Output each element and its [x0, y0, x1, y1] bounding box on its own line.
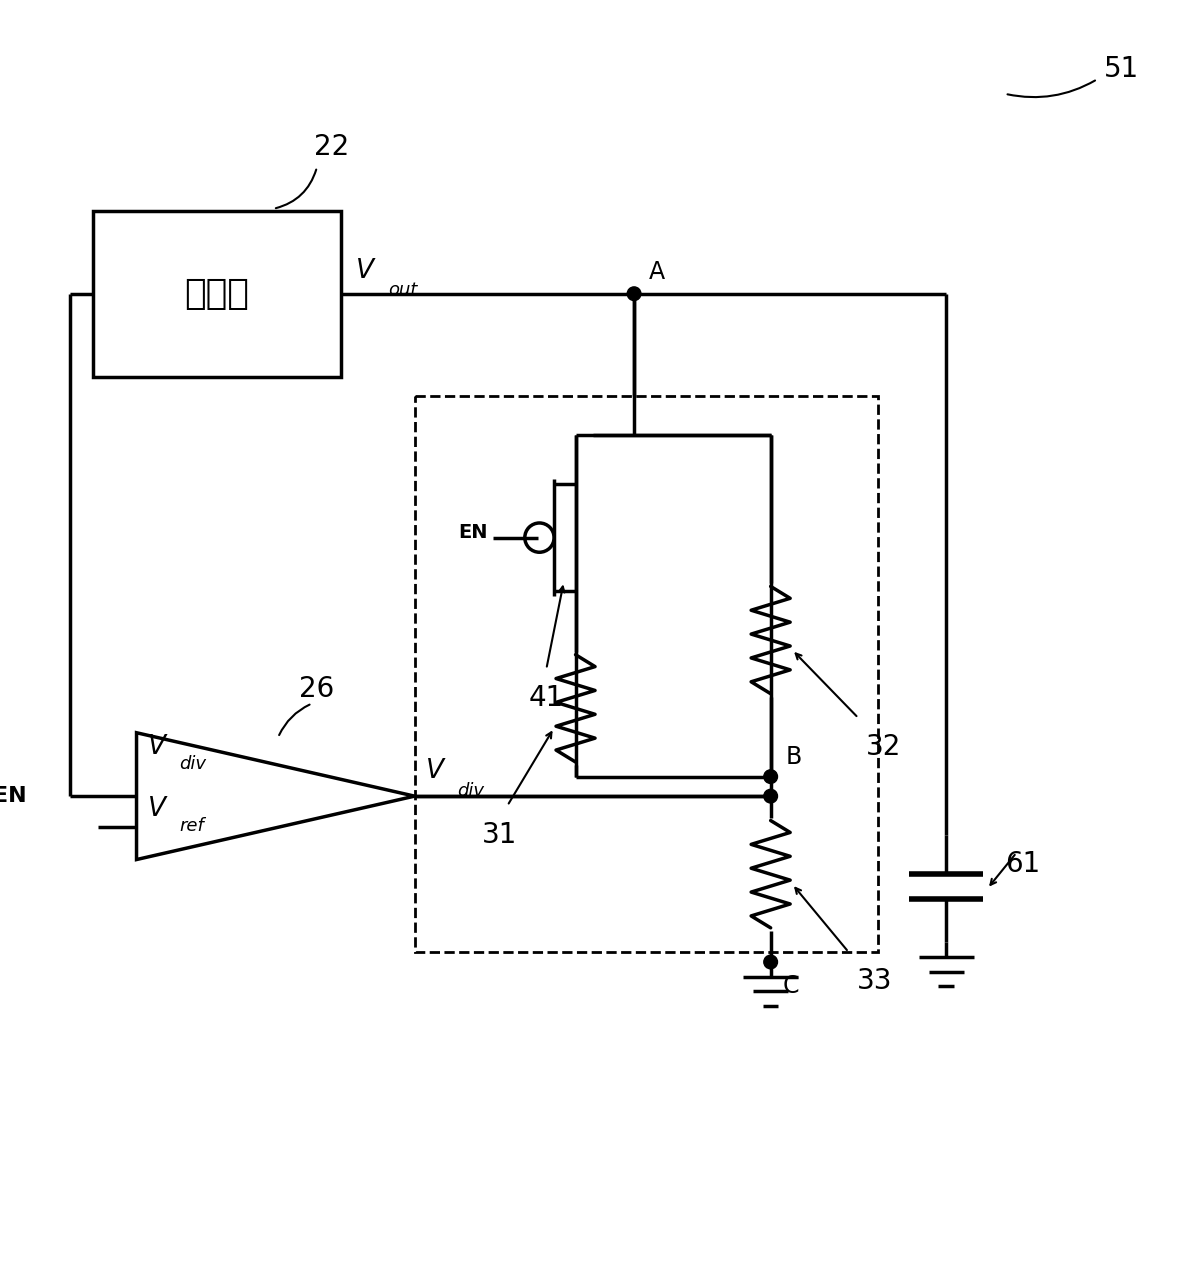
Circle shape: [627, 286, 641, 300]
Text: 61: 61: [1005, 850, 1041, 878]
Text: A: A: [648, 259, 665, 284]
Text: 22: 22: [315, 134, 349, 162]
Text: 41: 41: [529, 684, 563, 711]
Text: out: out: [389, 281, 417, 299]
Text: V: V: [148, 734, 166, 760]
Circle shape: [764, 790, 777, 802]
Text: div: div: [458, 782, 484, 800]
Text: B: B: [786, 745, 801, 769]
Text: V: V: [356, 258, 374, 284]
Circle shape: [764, 770, 777, 783]
Text: 电压泥: 电压泥: [184, 277, 249, 311]
Text: 31: 31: [482, 820, 517, 849]
Bar: [415, 397, 878, 953]
Text: V: V: [426, 759, 444, 785]
Text: C: C: [782, 973, 799, 998]
Text: 26: 26: [299, 675, 335, 702]
Text: 32: 32: [866, 733, 902, 760]
Text: ref: ref: [179, 817, 205, 835]
Text: V: V: [148, 796, 166, 823]
Text: div: div: [179, 755, 207, 773]
Circle shape: [764, 955, 777, 969]
Bar: [92, 211, 341, 376]
Text: 51: 51: [1104, 55, 1140, 83]
Text: EN: EN: [0, 786, 26, 806]
Text: EN: EN: [458, 524, 488, 542]
Text: 33: 33: [856, 967, 892, 995]
